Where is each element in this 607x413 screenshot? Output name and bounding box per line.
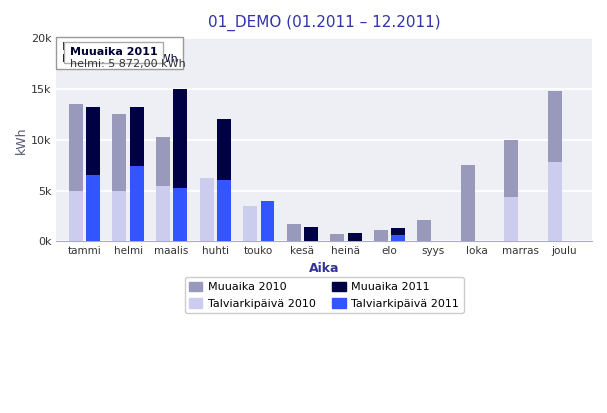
Text: Muuaika 2011
helmi: 5 872,00 kWh: Muuaika 2011 helmi: 5 872,00 kWh: [62, 42, 177, 64]
Bar: [86, 107, 100, 176]
Bar: [156, 185, 170, 242]
Bar: [304, 227, 318, 242]
Bar: [217, 119, 231, 180]
Bar: [200, 178, 214, 242]
Bar: [348, 233, 362, 242]
Bar: [374, 230, 388, 242]
Text: Muuaika 2011: Muuaika 2011: [70, 47, 157, 57]
Y-axis label: kWh: kWh: [15, 126, 28, 154]
Bar: [112, 114, 126, 190]
Bar: [174, 89, 188, 188]
Bar: [69, 104, 83, 190]
Bar: [504, 140, 518, 197]
Bar: [391, 235, 405, 242]
Bar: [130, 107, 144, 166]
Bar: [391, 228, 405, 235]
Bar: [69, 190, 83, 242]
Bar: [130, 166, 144, 242]
Bar: [548, 162, 562, 242]
Bar: [330, 234, 344, 242]
X-axis label: Aika: Aika: [309, 262, 339, 275]
Bar: [217, 180, 231, 242]
Bar: [243, 206, 257, 242]
Title: 01_DEMO (01.2011 – 12.2011): 01_DEMO (01.2011 – 12.2011): [208, 15, 441, 31]
Bar: [156, 137, 170, 185]
Bar: [461, 165, 475, 242]
Text: helmi: 5 872,00 kWh: helmi: 5 872,00 kWh: [70, 59, 185, 69]
Bar: [287, 224, 300, 242]
Bar: [504, 197, 518, 242]
Bar: [418, 220, 432, 242]
Bar: [112, 190, 126, 242]
Legend: Muuaika 2010, Talviarkipäivä 2010, Muuaika 2011, Talviarkipäivä 2011: Muuaika 2010, Talviarkipäivä 2010, Muuai…: [185, 277, 464, 313]
Bar: [260, 201, 274, 242]
Bar: [86, 176, 100, 242]
Bar: [174, 188, 188, 242]
Bar: [548, 91, 562, 162]
